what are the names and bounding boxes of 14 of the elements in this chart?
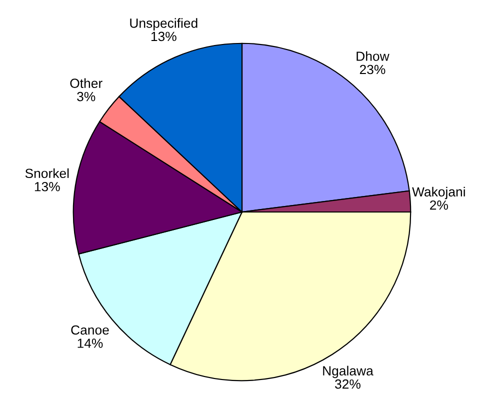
slice-label: Ngalawa	[323, 366, 374, 378]
data-label: 2%	[430, 200, 448, 210]
slice-label: Other	[70, 78, 102, 88]
data-label: 23%	[360, 64, 386, 74]
slice-label: Wakojani	[412, 186, 465, 200]
data-label: 14%	[78, 338, 103, 348]
data-label: 13%	[34, 182, 60, 192]
data-label: 13%	[151, 32, 176, 42]
slice-label: Unspecified	[130, 18, 198, 30]
slice-label: Snorkel	[25, 168, 69, 178]
data-label: 3%	[77, 92, 96, 102]
slice-label: Canoe	[71, 325, 109, 335]
slice-label: Dhow	[356, 51, 390, 61]
data-label: 32%	[335, 379, 360, 389]
